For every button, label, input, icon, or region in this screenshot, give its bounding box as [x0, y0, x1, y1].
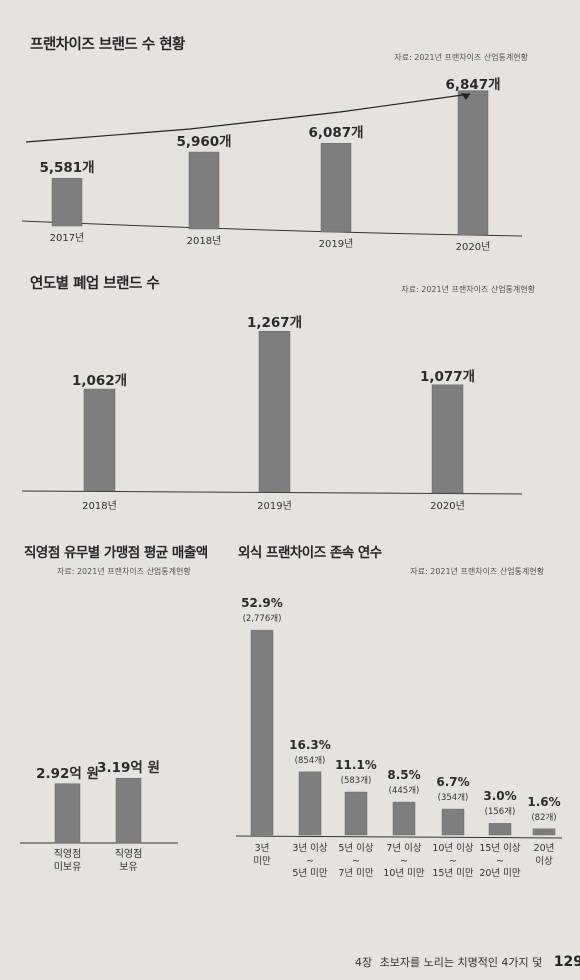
- chart4-value-0: 52.9%: [241, 596, 283, 611]
- chart1-bar-1: [188, 151, 220, 230]
- chart1-value-3: 6,847개: [445, 76, 501, 93]
- chart2-bar-0: [83, 388, 116, 492]
- chart4-bar-3: [392, 801, 416, 836]
- chart2-baseline: [21, 490, 523, 495]
- chart1-value-1: 5,960개: [176, 134, 232, 151]
- chart4-value-6: 1.6%: [527, 794, 561, 809]
- page-number: 129: [553, 954, 580, 970]
- chart4-xlabel-1: 3년 이상 ~ 5년 미만: [292, 843, 328, 879]
- chart4-count-1: (854개): [294, 755, 326, 766]
- chart2-value-1: 1,267개: [246, 315, 303, 332]
- chart3-bar-1: [115, 777, 142, 844]
- chart4-xlabel-5: 15년 이상 ~ 20년 미만: [479, 843, 521, 879]
- chart4-count-5: (156개): [484, 807, 516, 818]
- chart3-xlabel-1: 직영점 보유: [114, 849, 143, 873]
- chart2-value-2: 1,077개: [419, 368, 476, 385]
- chart3-title: 직영점 유무별 가맹점 평균 매출액: [24, 545, 208, 561]
- chart4-bar-6: [532, 828, 556, 836]
- footer-text: 초보자를 노리는 치명적인 4가지 덫: [379, 956, 543, 969]
- chart2-value-0: 1,062개: [71, 373, 128, 390]
- chart4-bar-0: [250, 629, 274, 836]
- chart4-count-0: (2,776개): [242, 614, 282, 625]
- chart2-bar-2: [431, 384, 464, 494]
- chart4-xlabel-6: 20년 이상: [533, 843, 555, 867]
- chart1-xlabel-1: 2018년: [186, 236, 222, 247]
- chart4-title: 외식 프랜차이즈 존속 연수: [238, 545, 382, 561]
- chart3-xlabel-0: 직영점 미보유: [53, 849, 82, 873]
- chart1-xlabel-2: 2019년: [318, 239, 354, 250]
- chart2-xlabel-2: 2020년: [430, 501, 465, 512]
- chart3-bar-0: [54, 783, 81, 844]
- chart1-bar-3: [457, 90, 489, 236]
- footer-chapter: 4장: [355, 956, 373, 969]
- chart4-value-1: 16.3%: [289, 737, 331, 752]
- chart2-xlabel-1: 2019년: [257, 501, 292, 512]
- chart4-xlabel-0: 3년 미만: [253, 843, 271, 867]
- chart4-value-2: 11.1%: [335, 758, 377, 772]
- chart2-xlabel-0: 2018년: [82, 501, 117, 512]
- chart4-count-2: (583개): [340, 776, 372, 786]
- chart4-value-4: 6.7%: [436, 775, 470, 790]
- chart1-baseline: [21, 220, 523, 237]
- chart1-trend-arrowhead: [461, 93, 470, 100]
- chart1-trend-line: [25, 93, 471, 143]
- chart4-bar-4: [441, 808, 465, 836]
- chart4-baseline: [235, 835, 563, 839]
- chart4-bar-5: [488, 823, 512, 836]
- chart4-xlabel-4: 10년 이상 ~ 15년 미만: [432, 843, 474, 879]
- chart1-bar-0: [51, 178, 83, 227]
- chart1-value-2: 6,087개: [308, 125, 364, 142]
- chart1-xlabel-3: 2020년: [455, 242, 491, 253]
- chart4-value-3: 8.5%: [387, 768, 421, 783]
- chart1-bar-2: [320, 142, 352, 233]
- chart1-title: 프랜차이즈 브랜드 수 현황: [30, 37, 185, 53]
- chart3-value-1: 3.19억 원: [97, 760, 160, 777]
- chart4-source: 자료: 2021년 프랜차이즈 산업통계현황: [410, 567, 544, 576]
- chart4-xlabel-2: 5년 이상 ~ 7년 미만: [338, 843, 374, 879]
- chart2-title: 연도별 폐업 브랜드 수: [30, 276, 160, 292]
- chart3-source: 자료: 2021년 프랜차이즈 산업통계현황: [57, 567, 191, 576]
- chart4-bar-1: [298, 771, 322, 836]
- chart2-bar-1: [258, 331, 291, 493]
- chart4-bar-2: [344, 791, 368, 836]
- chart4-count-4: (354개): [437, 793, 469, 804]
- footer: 4장 초보자를 노리는 치명적인 4가지 덫 129: [355, 954, 580, 970]
- chart1-xlabel-0: 2017년: [49, 233, 85, 244]
- chart4-value-5: 3.0%: [483, 789, 517, 804]
- chart4-count-6: (82개): [531, 812, 557, 823]
- chart3-value-0: 2.92억 원: [36, 765, 99, 782]
- chart4-xlabel-3: 7년 이상 ~ 10년 미만: [383, 843, 425, 879]
- chart1-value-0: 5,581개: [39, 160, 95, 177]
- chart1-source: 자료: 2021년 프랜차이즈 산업통계현황: [394, 53, 528, 62]
- chart2-source: 자료: 2021년 프랜차이즈 산업통계현황: [401, 285, 535, 294]
- chart4-count-3: (445개): [388, 786, 420, 797]
